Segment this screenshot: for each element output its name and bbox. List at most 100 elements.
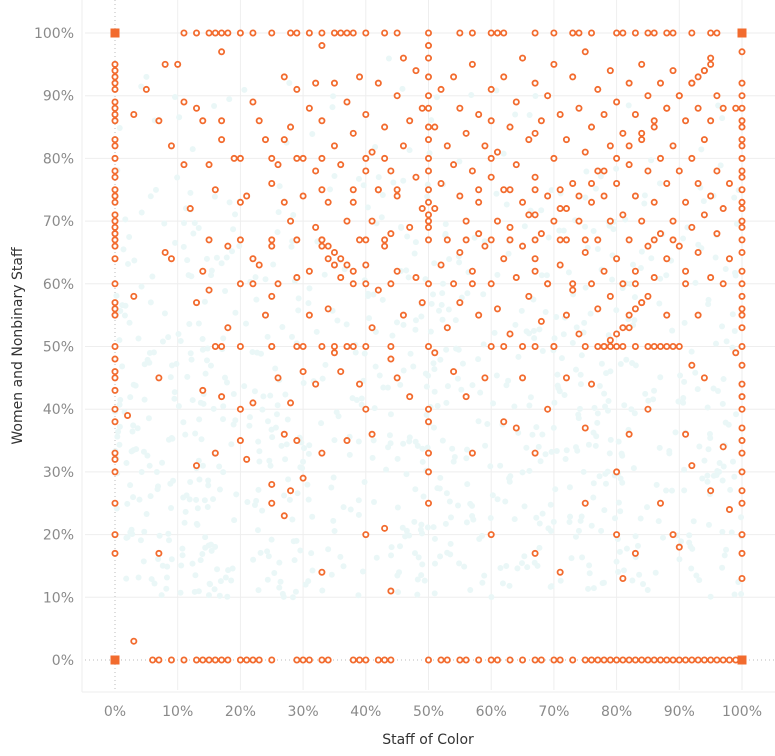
data-point[interactable] — [625, 236, 633, 244]
data-point[interactable] — [738, 424, 746, 432]
data-point[interactable] — [381, 524, 389, 532]
data-point[interactable] — [299, 154, 307, 162]
data-point[interactable] — [111, 198, 119, 206]
data-point[interactable] — [205, 29, 213, 37]
data-point[interactable] — [111, 167, 119, 175]
data-point[interactable] — [594, 305, 602, 313]
data-point[interactable] — [330, 349, 338, 357]
data-point[interactable] — [318, 242, 326, 250]
data-point[interactable] — [675, 167, 683, 175]
data-point[interactable] — [581, 424, 589, 432]
data-point[interactable] — [418, 205, 426, 213]
data-point[interactable] — [688, 154, 696, 162]
data-point[interactable] — [688, 79, 696, 87]
data-point[interactable] — [287, 217, 295, 225]
data-point[interactable] — [406, 223, 414, 231]
data-point[interactable] — [525, 292, 533, 300]
data-point[interactable] — [299, 192, 307, 200]
data-point[interactable] — [399, 54, 407, 62]
data-point[interactable] — [293, 656, 301, 664]
data-point[interactable] — [243, 656, 251, 664]
data-point[interactable] — [111, 60, 119, 68]
data-point[interactable] — [600, 192, 608, 200]
data-point[interactable] — [186, 205, 194, 213]
data-point[interactable] — [362, 236, 370, 244]
data-point[interactable] — [519, 656, 527, 664]
data-point[interactable] — [738, 468, 746, 476]
data-point[interactable] — [519, 374, 527, 382]
data-point[interactable] — [111, 374, 119, 382]
data-point[interactable] — [293, 154, 301, 162]
data-point[interactable] — [694, 73, 702, 81]
data-point[interactable] — [481, 142, 489, 150]
data-point[interactable] — [675, 242, 683, 250]
data-point[interactable] — [318, 236, 326, 244]
data-point[interactable] — [180, 29, 188, 37]
data-point[interactable] — [437, 261, 445, 269]
data-point[interactable] — [738, 167, 746, 175]
data-point[interactable] — [155, 117, 163, 125]
data-point[interactable] — [738, 311, 746, 319]
data-point[interactable] — [318, 154, 326, 162]
data-point[interactable] — [218, 393, 226, 401]
data-point[interactable] — [550, 60, 558, 68]
data-point[interactable] — [324, 255, 332, 263]
data-point[interactable] — [424, 92, 432, 100]
data-point[interactable] — [280, 73, 288, 81]
data-point[interactable] — [450, 280, 458, 288]
data-point[interactable] — [387, 167, 395, 175]
data-point[interactable] — [562, 374, 570, 382]
data-point[interactable] — [343, 217, 351, 225]
data-point[interactable] — [393, 92, 401, 100]
data-point[interactable] — [531, 173, 539, 181]
data-point[interactable] — [167, 142, 175, 150]
data-point[interactable] — [368, 217, 376, 225]
data-point[interactable] — [111, 305, 119, 313]
data-point[interactable] — [738, 549, 746, 557]
data-point[interactable] — [713, 230, 721, 238]
data-point[interactable] — [330, 342, 338, 350]
data-point[interactable] — [424, 223, 432, 231]
data-point[interactable] — [111, 111, 119, 119]
data-point[interactable] — [725, 656, 733, 664]
data-point[interactable] — [111, 242, 119, 250]
data-point[interactable] — [713, 167, 721, 175]
data-point[interactable] — [694, 656, 702, 664]
data-point[interactable] — [707, 29, 715, 37]
data-point[interactable] — [399, 311, 407, 319]
data-point[interactable] — [274, 374, 282, 382]
data-point[interactable] — [700, 67, 708, 75]
data-point[interactable] — [606, 342, 614, 350]
data-point[interactable] — [111, 280, 119, 288]
data-point[interactable] — [299, 656, 307, 664]
data-point[interactable] — [431, 205, 439, 213]
data-point[interactable] — [738, 324, 746, 332]
data-point[interactable] — [362, 342, 370, 350]
data-point[interactable] — [625, 656, 633, 664]
data-point[interactable] — [613, 330, 621, 338]
data-point[interactable] — [424, 418, 432, 426]
data-point[interactable] — [424, 342, 432, 350]
data-point[interactable] — [525, 211, 533, 219]
data-point[interactable] — [682, 198, 690, 206]
data-point[interactable] — [111, 368, 119, 376]
data-point[interactable] — [738, 437, 746, 445]
data-point[interactable] — [625, 430, 633, 438]
data-point[interactable] — [381, 236, 389, 244]
data-point[interactable] — [644, 29, 652, 37]
data-point[interactable] — [588, 29, 596, 37]
data-point[interactable] — [688, 656, 696, 664]
data-point[interactable] — [124, 411, 132, 419]
data-point[interactable] — [424, 211, 432, 219]
data-point[interactable] — [500, 73, 508, 81]
data-point[interactable] — [606, 142, 614, 150]
data-point[interactable] — [619, 280, 627, 288]
data-point[interactable] — [669, 531, 677, 539]
data-point[interactable] — [707, 54, 715, 62]
data-point[interactable] — [613, 255, 621, 263]
data-point[interactable] — [274, 161, 282, 169]
data-point[interactable] — [669, 29, 677, 37]
data-point[interactable] — [594, 342, 602, 350]
data-point[interactable] — [255, 261, 263, 269]
data-point[interactable] — [199, 656, 207, 664]
